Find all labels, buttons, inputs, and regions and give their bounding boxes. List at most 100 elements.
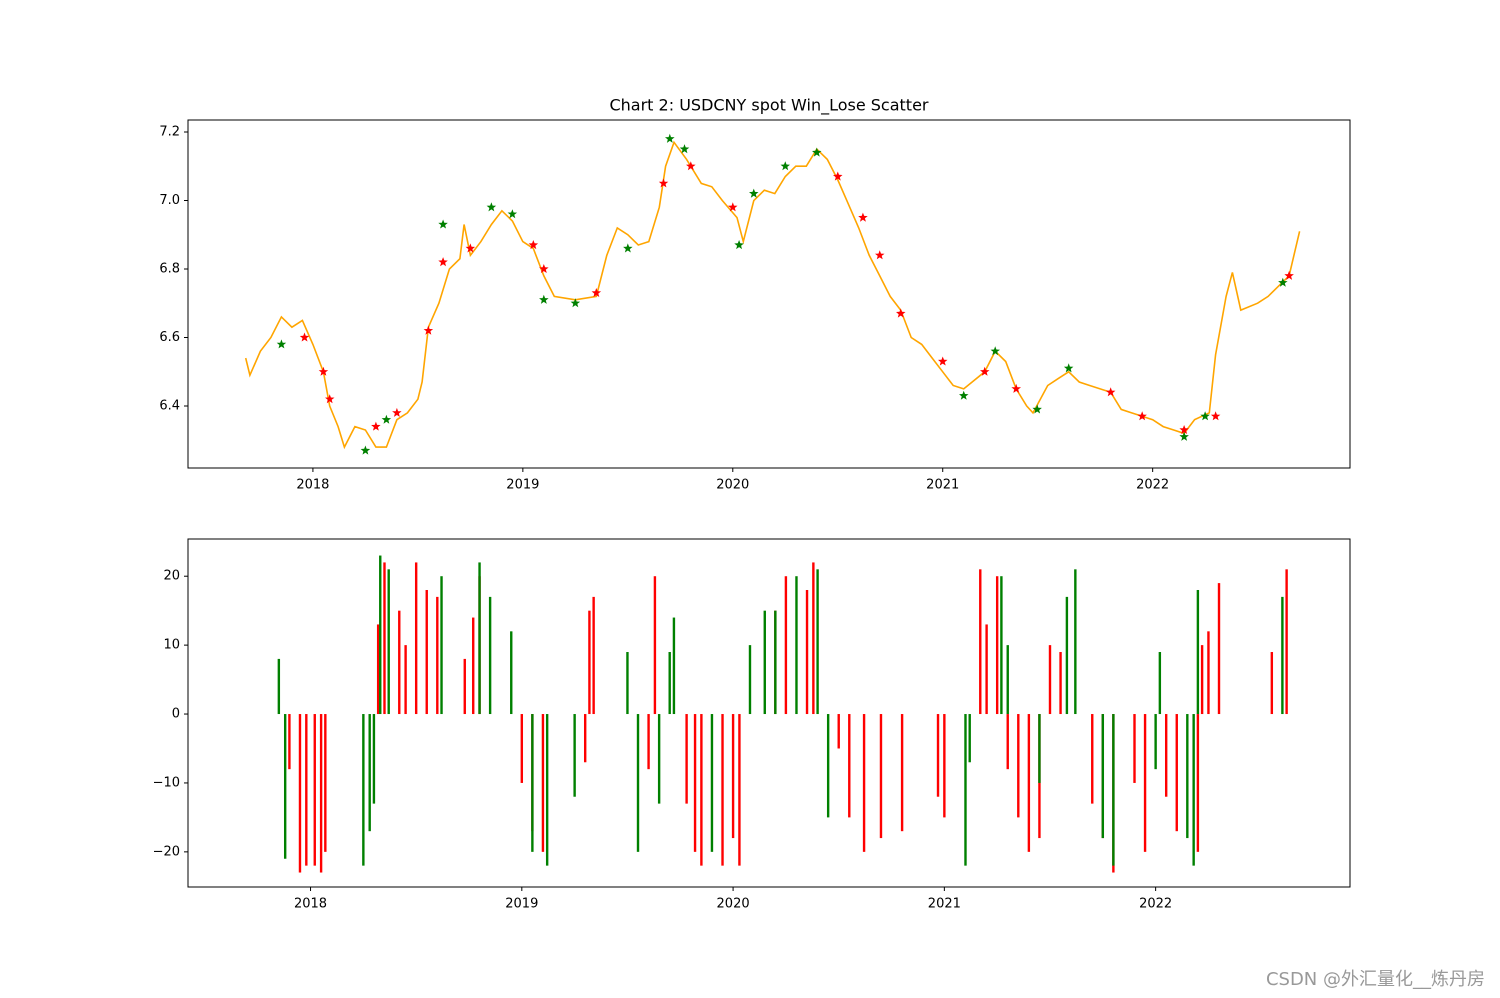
bar [1196,714,1200,852]
bar [541,714,545,852]
bar [763,610,766,715]
star-marker [1278,277,1288,287]
bar [283,714,287,859]
bar [1017,714,1020,818]
bar [1154,714,1157,770]
bar [748,645,752,715]
y-tick-label: 0 [172,707,180,722]
bar [900,714,904,832]
bar [1101,714,1105,839]
bar [1217,583,1221,715]
star-marker [980,366,990,376]
y-tick-label: −20 [153,844,180,859]
bar [1200,645,1204,715]
star-marker [360,445,371,455]
star-marker [1179,431,1189,441]
bar [1091,714,1094,804]
bar [985,624,988,715]
x-tick-label: 2018 [296,478,329,493]
bar [1059,652,1062,715]
bar [837,714,840,749]
x-tick-label: 2020 [717,897,750,912]
bar [319,714,323,873]
star-marker [486,202,497,212]
axes-frame [187,119,1351,469]
y-tick-label: 6.8 [159,261,180,276]
y-tick-label: −10 [153,775,180,790]
bar [510,631,513,715]
star-marker [507,209,518,219]
bar [463,658,466,715]
star-marker [812,147,822,157]
bar [700,714,703,866]
star-marker [896,308,906,318]
bar [943,714,946,818]
chart-title: Chart 2: USDCNY spot Win_Lose Scatter [609,96,928,116]
bar [685,714,688,804]
star-marker [371,421,381,431]
star-marker [679,144,690,154]
bar [478,562,481,715]
bar [288,714,291,770]
star-marker [276,339,287,349]
bar [1158,652,1162,715]
bar [738,714,741,866]
bar [816,569,819,715]
bar [657,714,661,804]
bar [647,714,650,770]
bar [805,589,809,715]
bar [795,576,798,715]
star-marker [734,240,744,250]
bar [368,714,371,832]
bar [964,714,967,866]
bar [879,714,883,839]
star-marker [1284,270,1294,280]
bar [387,569,390,715]
bar [440,576,443,715]
bar [1207,631,1210,715]
bar [721,714,724,866]
bar [774,610,777,715]
bar [968,714,971,763]
bar [636,714,640,852]
bar [414,562,418,715]
star-marker [325,394,335,404]
star-marker [623,243,633,253]
star-marker [539,264,549,273]
bar [305,714,308,866]
bar [545,714,549,866]
bar [1192,714,1195,866]
bar [1112,714,1115,866]
bar [653,576,657,715]
bar [672,617,676,715]
star-marker [299,332,310,342]
bar [298,714,302,873]
star-marker [990,346,1000,356]
star-marker [591,288,602,297]
star-marker [465,243,476,253]
x-tick-label: 2018 [294,897,327,912]
bar [588,610,591,715]
bar [936,714,940,797]
star-marker [1063,363,1074,373]
bar [626,652,629,715]
star-marker [858,212,868,222]
x-tick-label: 2021 [926,478,959,493]
watermark: CSDN @外汇量化__炼丹房 [1266,969,1485,990]
bar [862,714,866,852]
bar [1065,596,1069,715]
y-tick-label: 10 [163,638,180,653]
star-marker [665,133,675,143]
bar [1143,714,1147,852]
star-marker [570,298,581,308]
bar [404,645,407,715]
star-marker [528,240,539,250]
bar [372,714,376,804]
bar [1027,714,1031,852]
star-marker [833,171,843,181]
bar [1000,576,1003,715]
bar [693,714,697,852]
bar [324,714,327,852]
